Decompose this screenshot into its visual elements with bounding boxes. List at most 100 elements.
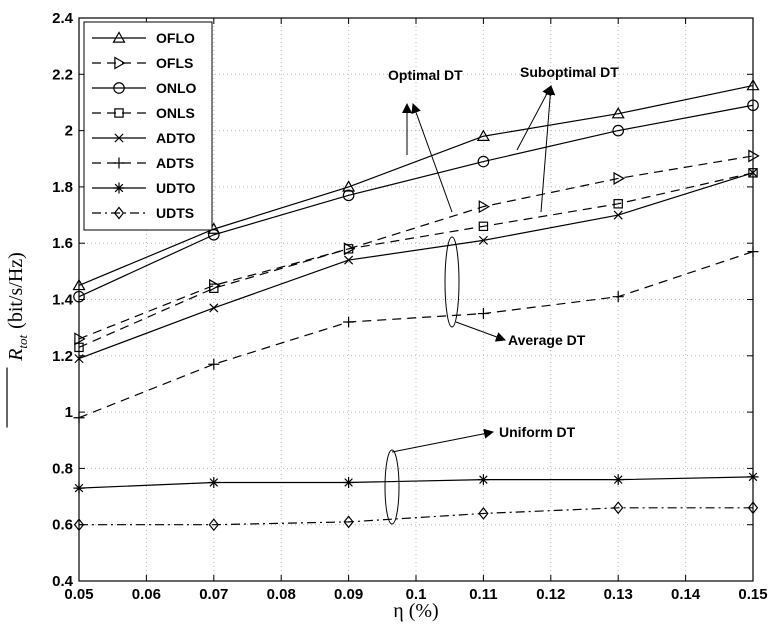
y-tick-label: 0.8: [52, 460, 73, 477]
y-axis-label-units: (bit/s/Hz): [5, 252, 27, 329]
arrow-average-dt: [455, 321, 506, 342]
x-tick-label: 0.13: [604, 586, 633, 603]
y-axis-label: Rtot (bit/s/Hz): [5, 252, 30, 362]
legend-marker-onlo: [113, 82, 125, 94]
y-tick-label: 2: [65, 123, 73, 140]
x-tick-label: 0.09: [334, 586, 363, 603]
data-point-oflo: [611, 107, 625, 119]
ellipse-average-dt: [444, 236, 460, 328]
arrow-optimal-dt-diag: [411, 103, 453, 213]
data-point-udto: [477, 474, 489, 486]
legend-label-adto: ADTO: [156, 130, 196, 146]
x-tick-label: 0.14: [671, 586, 701, 603]
annotations: Optimal DT Suboptimal DT Average DT Uniform…: [384, 64, 619, 525]
data-point-adts: [477, 308, 489, 320]
legend-marker-onls: [114, 108, 124, 118]
legend: OFLO OFLS ONLO ONLS ADTO ADTS UDTO UDTS: [83, 21, 213, 231]
data-point-adts: [612, 291, 624, 303]
data-point-adts: [208, 358, 220, 370]
legend-box: [83, 21, 213, 231]
data-point-onls: [478, 221, 489, 232]
x-tick-label: 0.07: [199, 586, 228, 603]
legend-marker-oflo: [112, 31, 126, 43]
arrow-uniform-dt: [391, 428, 494, 453]
series-adts: [73, 246, 759, 424]
series-line-udto: [78, 476, 754, 489]
y-axis-label-sub: tot: [15, 334, 30, 348]
legend-marker-adts: [113, 157, 125, 169]
data-point-udts: [613, 501, 624, 515]
data-point-oflo: [476, 129, 490, 141]
x-tick-label: 0.1: [406, 586, 427, 603]
series-line-onlo: [78, 104, 754, 298]
legend-label-oflo: OFLO: [156, 30, 195, 46]
x-tick-label: 0.08: [267, 586, 296, 603]
data-point-ofls: [613, 171, 625, 185]
data-point-udto: [208, 476, 220, 488]
legend-label-onls: ONLS: [156, 105, 195, 121]
series-line-onls: [78, 172, 754, 348]
ellipse-uniform-dt: [384, 449, 400, 525]
y-tick-label: 1: [65, 404, 73, 421]
arrow-suboptimal-dt-2: [540, 85, 556, 213]
data-point-udto: [612, 474, 624, 486]
y-tick-label: 1.8: [52, 179, 73, 196]
series-line-adts: [78, 251, 754, 419]
data-point-adto: [613, 210, 623, 220]
series-line-adto: [78, 172, 754, 360]
legend-marker-udto: [113, 182, 125, 194]
data-point-udts: [478, 506, 489, 520]
data-point-oflo: [342, 180, 356, 192]
y-tick-label: 0.4: [52, 573, 74, 590]
data-point-onlo: [207, 228, 220, 241]
x-tick-label: 0.11: [469, 586, 497, 603]
data-point-onlo: [477, 155, 490, 168]
data-point-ofls: [74, 332, 86, 346]
annotation-suboptimal-dt: Suboptimal DT: [520, 64, 619, 80]
x-tick-label: 0.06: [132, 586, 161, 603]
legend-label-adts: ADTS: [156, 155, 194, 171]
data-point-adto: [209, 303, 219, 313]
legend-marker-adto: [114, 133, 124, 143]
data-point-onls: [209, 283, 219, 293]
data-point-onlo: [612, 124, 625, 137]
legend-marker-udts: [113, 206, 125, 220]
x-axis-label: η (%): [393, 600, 438, 622]
data-point-onls: [613, 199, 623, 209]
data-point-adto: [344, 255, 354, 265]
data-point-ofls: [478, 200, 491, 214]
x-tick-label: 0.15: [738, 586, 767, 603]
y-tick-label: 1.2: [52, 348, 73, 365]
y-tick-label: 2.4: [52, 10, 74, 27]
data-point-adts: [343, 316, 355, 328]
data-point-ofls: [748, 149, 760, 163]
series-line-ofls: [78, 155, 754, 340]
data-point-udto: [343, 476, 355, 488]
y-tick-label: 2.2: [52, 66, 73, 83]
y-axis-ticks: 0.4 0.6 0.8 1 1.2 1.4 1.6 1.8 2 2.2 2.4: [52, 10, 753, 590]
data-point-onls: [343, 244, 354, 254]
legend-label-ofls: OFLS: [156, 55, 193, 71]
data-point-adto: [478, 235, 488, 245]
annotation-optimal-dt: Optimal DT: [388, 67, 463, 83]
arrow-suboptimal-dt-1: [516, 85, 552, 151]
x-tick-label: 0.12: [536, 586, 565, 603]
annotation-average-dt: Average DT: [508, 332, 586, 348]
data-point-udts: [208, 518, 219, 532]
x-tick-label: 0.05: [64, 586, 93, 603]
y-tick-label: 0.6: [52, 517, 73, 534]
data-point-onlo: [342, 189, 355, 202]
annotation-uniform-dt: Uniform DT: [499, 424, 576, 440]
series-line-oflo: [78, 84, 754, 286]
legend-label-udto: UDTO: [156, 180, 196, 196]
data-point-udts: [343, 515, 354, 529]
y-axis-label-main: R: [5, 349, 27, 362]
legend-label-onlo: ONLO: [156, 80, 197, 96]
y-tick-label: 1.4: [52, 292, 74, 309]
legend-label-udts: UDTS: [156, 205, 194, 221]
series-line-udts: [79, 507, 753, 526]
x-axis-ticks: 0.05 0.06 0.07 0.08 0.09 0.1 0.11 0.12 0.13 0.14 0…: [64, 18, 768, 603]
legend-marker-ofls: [114, 56, 126, 70]
y-tick-label: 1.6: [52, 235, 73, 252]
